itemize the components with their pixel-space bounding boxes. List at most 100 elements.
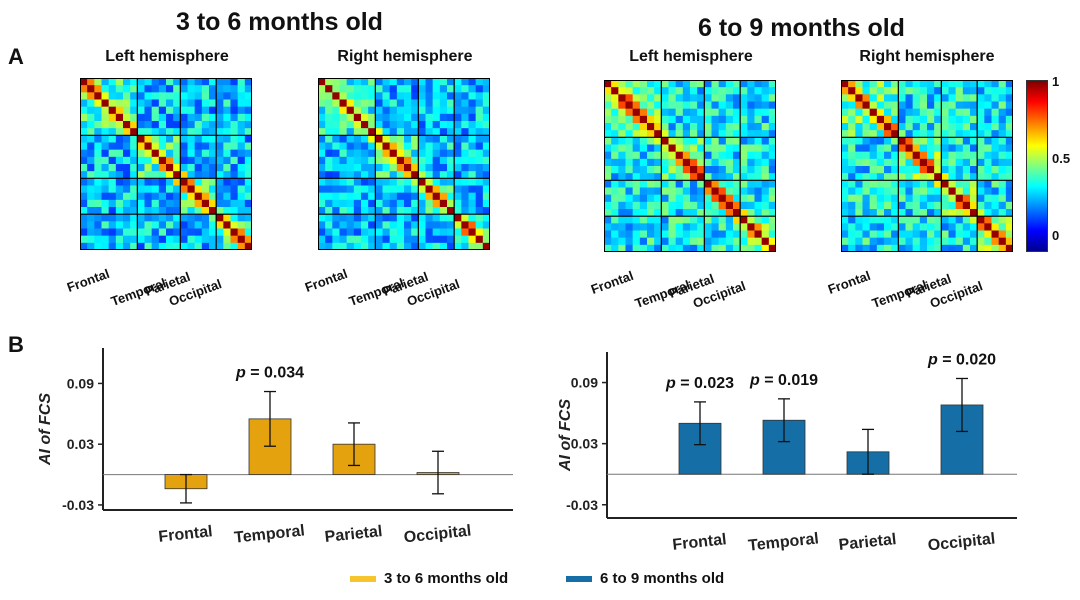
heatmap-cell [690, 237, 698, 246]
heatmap-cell [697, 151, 705, 160]
heatmap-cell [639, 115, 648, 124]
heatmap-cell [447, 149, 455, 158]
heatmap-cell [425, 106, 433, 115]
heatmap-cell [618, 187, 626, 195]
heatmap-cell [447, 121, 455, 129]
heatmap-cell [876, 101, 885, 109]
heatmap-cell [905, 194, 913, 203]
heatmap-cell [962, 94, 971, 102]
heatmap-cell [439, 92, 448, 100]
heatmap-cell [962, 130, 971, 138]
x-tick-label: Frontal [672, 531, 728, 554]
heatmap-cell [1005, 123, 1013, 131]
heatmap-cell [625, 194, 633, 203]
heatmap-cell [194, 149, 203, 158]
heatmap-cell [682, 115, 691, 124]
heatmap-cell [482, 214, 490, 222]
heatmap-cell [80, 156, 88, 165]
heatmap-cell [991, 180, 999, 188]
heatmap-cell [912, 237, 921, 246]
heatmap-cell [80, 207, 88, 215]
heatmap-cell [237, 199, 246, 208]
heatmap-cell [368, 164, 376, 172]
heatmap-cell [432, 185, 441, 193]
heatmap-cell [761, 209, 770, 217]
heatmap-cell [223, 128, 231, 136]
heatmap-cell [747, 151, 755, 160]
heatmap-cell [201, 242, 210, 250]
heatmap-cell [158, 242, 167, 250]
heatmap-cell [396, 185, 405, 193]
heatmap-cell [611, 194, 619, 203]
colorbar-tick: 1 [1052, 74, 1060, 89]
heatmap-cell [361, 99, 369, 107]
heatmap-cell [187, 135, 195, 143]
heatmap-cell [223, 149, 231, 158]
heatmap-border [80, 78, 252, 250]
heatmap-cell [941, 244, 949, 252]
heatmap-cell [855, 94, 863, 102]
heatmap-cell [461, 199, 469, 208]
heatmap-cell [475, 106, 484, 115]
heatmap-cell [955, 180, 964, 188]
heatmap-cell [130, 235, 138, 244]
heatmap-cell [123, 78, 131, 86]
heatmap-cell [180, 156, 188, 165]
heatmap-cell [690, 244, 698, 252]
heatmap-cell [425, 221, 433, 229]
heatmap-cell [884, 223, 892, 231]
heatmap-cell [80, 185, 88, 193]
heatmap-cell [977, 180, 985, 188]
heatmap-cell [432, 78, 441, 86]
heatmap-cell [115, 106, 124, 115]
heatmap-cell [704, 80, 712, 88]
heatmap-cell [754, 130, 762, 138]
heatmap-cell [876, 108, 885, 117]
heatmap-cell [855, 244, 863, 252]
heatmap-cell [682, 201, 691, 210]
heatmap-cell [432, 199, 441, 208]
heatmap-cell [948, 223, 956, 231]
heatmap-cell [115, 156, 124, 165]
heatmap-cell [332, 221, 340, 229]
heatmap-cell [618, 87, 626, 95]
heatmap-cell [761, 201, 770, 210]
heatmap-cell [216, 207, 224, 215]
heatmap-cell [454, 99, 462, 107]
heatmap-cell [898, 123, 906, 131]
heatmap-cell [761, 230, 770, 238]
heatmap-cell [318, 135, 326, 143]
heatmap-cell [368, 171, 376, 179]
heatmap-cell [158, 99, 167, 107]
heatmap-cell [682, 166, 691, 174]
heatmap-cell [725, 151, 734, 160]
heatmap-cell [230, 235, 238, 244]
heatmap-cell [855, 137, 863, 145]
heatmap-cell [187, 192, 195, 201]
heatmap-cell [318, 113, 326, 122]
heatmap-cell [891, 137, 899, 145]
heatmap-cell [955, 216, 964, 224]
heatmap-cell [461, 113, 469, 122]
heatmap-cell [711, 194, 719, 203]
heatmap-cell [332, 171, 340, 179]
heatmap-cell [747, 130, 755, 138]
heatmap-cell [230, 85, 238, 93]
heatmap-cell [927, 108, 935, 117]
heatmap-cell [654, 237, 662, 246]
heatmap-cell [740, 151, 748, 160]
heatmap-cell [912, 115, 921, 124]
heatmap-cell [209, 242, 217, 250]
heatmap-cell [898, 151, 906, 160]
heatmap-cell [934, 244, 942, 252]
heatmap-cell [869, 237, 878, 246]
heatmap-cell [230, 121, 238, 129]
heatmap-cell [733, 144, 741, 152]
heatmap-cell [675, 194, 684, 203]
heatmap-cell [841, 194, 849, 203]
heatmap-cell [761, 87, 770, 95]
heatmap-cell [115, 192, 124, 201]
heatmap-cell [482, 156, 490, 165]
heatmap-cell [661, 216, 669, 224]
heatmap-cell [675, 166, 684, 174]
